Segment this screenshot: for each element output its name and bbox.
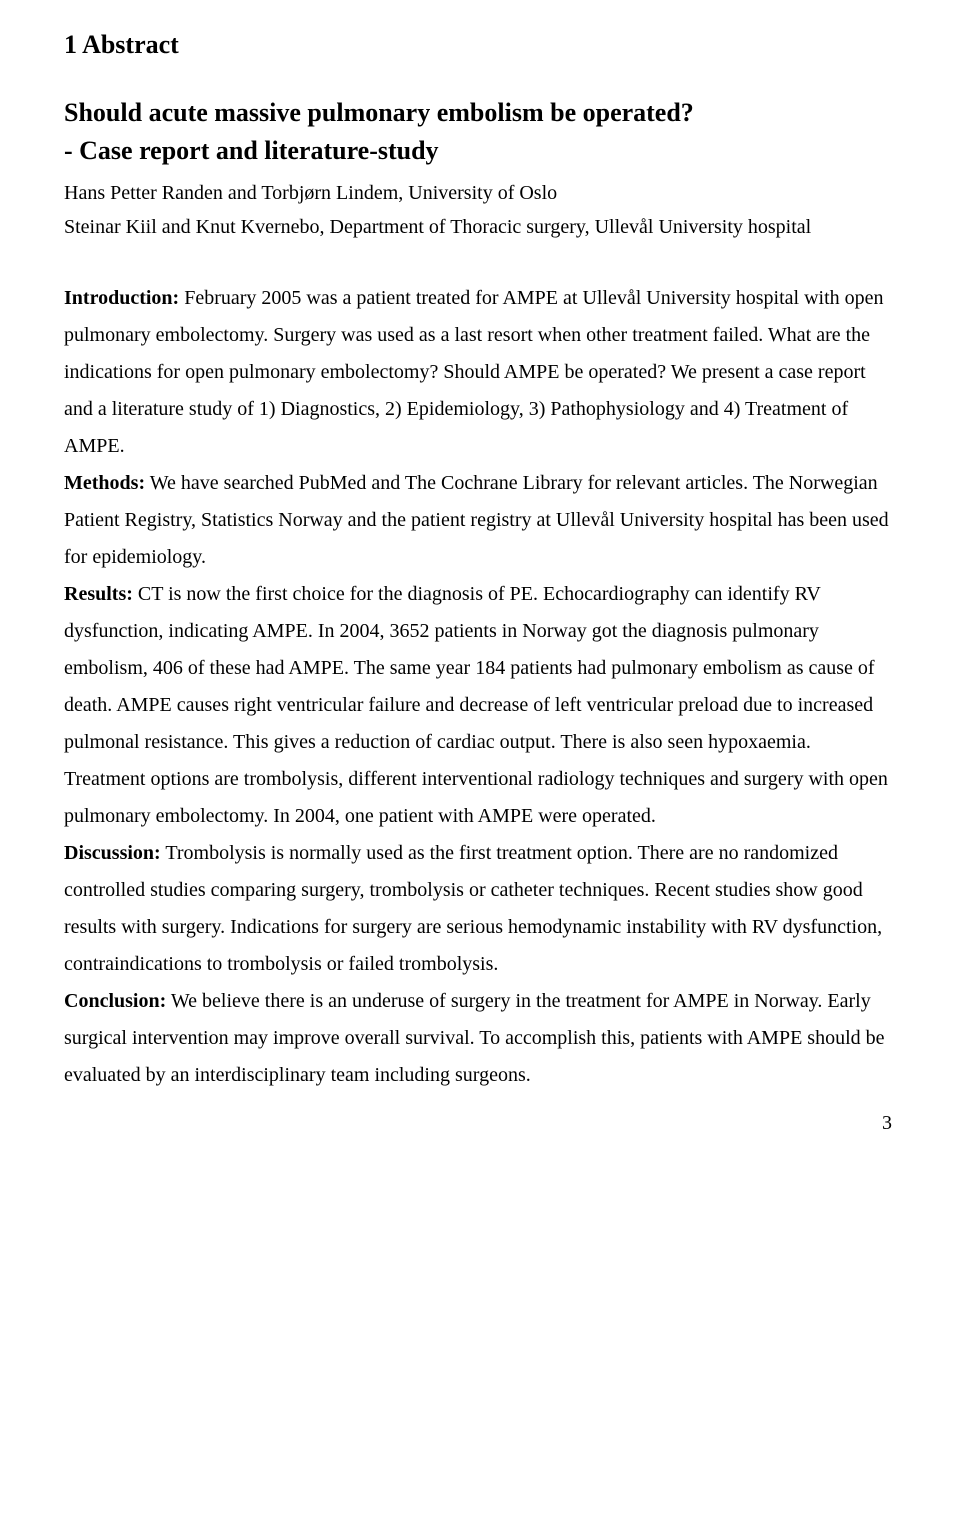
conclusion-text: We believe there is an underuse of surge… xyxy=(64,990,885,1086)
page-number: 3 xyxy=(64,1112,896,1135)
document-page: 1 Abstract Should acute massive pulmonar… xyxy=(0,0,960,1195)
introduction-text: February 2005 was a patient treated for … xyxy=(64,287,884,457)
methods-text: We have searched PubMed and The Cochrane… xyxy=(64,472,889,568)
section-heading: 1 Abstract xyxy=(64,30,896,60)
results-text: CT is now the first choice for the diagn… xyxy=(64,583,888,827)
conclusion-label: Conclusion: xyxy=(64,990,166,1012)
authors-line: Hans Petter Randen and Torbjørn Lindem, … xyxy=(64,178,896,208)
paper-subtitle: - Case report and literature-study xyxy=(64,134,896,168)
results-label: Results: xyxy=(64,583,133,605)
discussion-text: Trombolysis is normally used as the firs… xyxy=(64,842,882,975)
discussion-label: Discussion: xyxy=(64,842,161,864)
abstract-body: Introduction: February 2005 was a patien… xyxy=(64,280,896,1094)
methods-label: Methods: xyxy=(64,472,145,494)
paper-title: Should acute massive pulmonary embolism … xyxy=(64,96,896,130)
introduction-label: Introduction: xyxy=(64,287,179,309)
affiliation-line: Steinar Kiil and Knut Kvernebo, Departme… xyxy=(64,212,896,242)
